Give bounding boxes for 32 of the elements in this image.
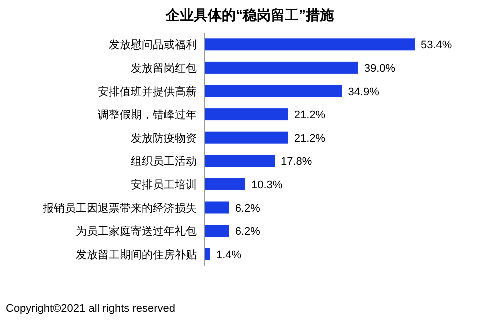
y-tick-label: 发放慰问品或福利 (109, 38, 197, 52)
data-label: 39.0% (364, 62, 396, 75)
bar (205, 155, 275, 168)
bar (205, 38, 415, 51)
data-label: 10.3% (252, 179, 283, 192)
y-tick-label: 报销员工因退票带来的经济损失 (42, 202, 197, 215)
data-label: 6.2% (235, 202, 261, 215)
data-label: 17.8% (281, 156, 312, 168)
data-label: 34.9% (348, 86, 380, 98)
data-label: 6.2% (235, 226, 261, 238)
y-tick-label: 安排值班并提供高薪 (98, 85, 197, 98)
y-tick-label: 为员工家庭寄送过年礼包 (76, 225, 197, 238)
y-tick-label: 调整假期，错峰过年 (98, 108, 197, 122)
y-tick-label: 安排员工培训 (131, 178, 197, 192)
y-tick-label: 组织员工活动 (131, 156, 197, 168)
bar (205, 202, 230, 214)
bar (205, 225, 230, 238)
bar (205, 85, 342, 98)
chart-title: 企业具体的“稳岗留工”措施 (165, 7, 335, 23)
bar (205, 248, 211, 260)
data-label: 53.4% (421, 40, 452, 52)
bar (205, 132, 288, 144)
y-tick-label: 发放防疫物资 (131, 132, 197, 145)
data-label: 1.4% (216, 249, 242, 262)
text: Copyright©2021 all rights reserved (6, 303, 176, 315)
y-tick-label: 发放留工期间的住房补贴 (76, 248, 197, 262)
bar (205, 178, 246, 190)
y-tick-label: 发放留岗红包 (131, 62, 197, 75)
data-label: 21.2% (294, 132, 326, 145)
bar (205, 108, 288, 121)
bar (205, 62, 358, 74)
data-label: 21.2% (294, 110, 326, 122)
